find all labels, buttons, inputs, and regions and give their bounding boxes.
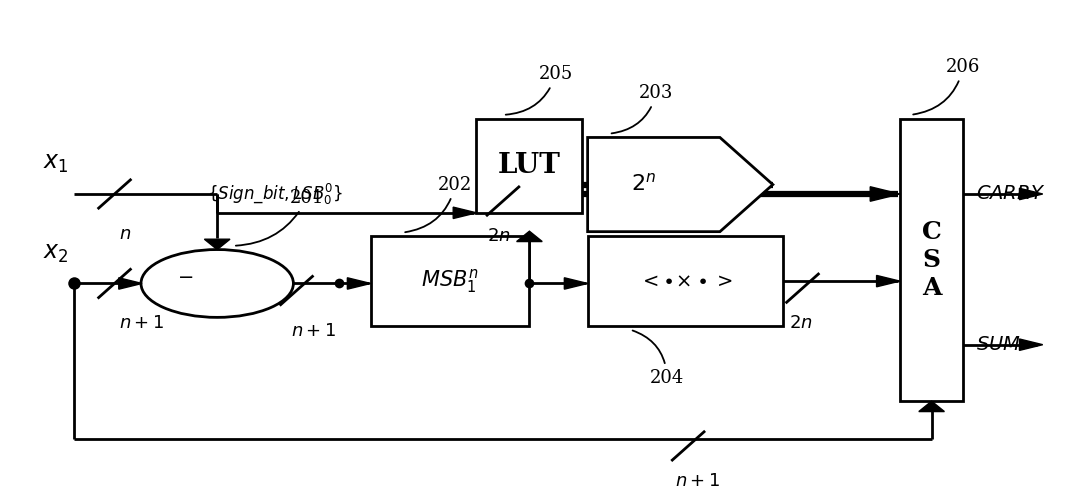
Text: 202: 202 — [405, 175, 472, 232]
Text: $-$: $-$ — [177, 268, 193, 286]
Text: $CARRY$: $CARRY$ — [976, 185, 1045, 203]
Text: $MSB_1^n$: $MSB_1^n$ — [421, 267, 478, 295]
Text: $n+1$: $n+1$ — [292, 322, 337, 340]
Bar — [588, 236, 783, 326]
Polygon shape — [454, 207, 476, 218]
Text: $n+1$: $n+1$ — [119, 315, 164, 333]
Polygon shape — [516, 231, 542, 241]
Text: $x_1$: $x_1$ — [42, 152, 68, 175]
Polygon shape — [348, 278, 370, 289]
Text: 203: 203 — [611, 84, 674, 133]
Text: 205: 205 — [505, 65, 573, 115]
Text: 206: 206 — [914, 58, 981, 114]
Text: $\{Sign\_bit, LSB_0^0\}$: $\{Sign\_bit, LSB_0^0\}$ — [206, 181, 342, 206]
Text: $2^n$: $2^n$ — [631, 173, 656, 195]
Bar — [370, 236, 529, 326]
Text: $n+1$: $n+1$ — [675, 472, 720, 490]
Circle shape — [141, 249, 294, 317]
Text: $n$: $n$ — [119, 225, 131, 243]
Text: $2n$: $2n$ — [487, 227, 511, 245]
Polygon shape — [119, 278, 143, 289]
Text: 201: 201 — [235, 189, 324, 245]
Text: 204: 204 — [633, 331, 684, 387]
Text: $2n$: $2n$ — [788, 315, 812, 333]
Polygon shape — [204, 239, 230, 249]
Polygon shape — [588, 137, 773, 231]
Polygon shape — [1020, 339, 1043, 350]
Text: $x_2$: $x_2$ — [42, 241, 68, 265]
Polygon shape — [1020, 188, 1043, 200]
Polygon shape — [877, 276, 900, 287]
Text: LUT: LUT — [498, 152, 561, 179]
Text: $SUM$: $SUM$ — [976, 336, 1021, 354]
Polygon shape — [870, 187, 900, 201]
Polygon shape — [919, 401, 944, 411]
Bar — [476, 119, 582, 213]
Text: $<\bullet\!\times\!\bullet>$: $<\bullet\!\times\!\bullet>$ — [638, 272, 732, 290]
Bar — [900, 119, 963, 401]
Text: C
S
A: C S A — [921, 220, 942, 300]
Polygon shape — [565, 278, 588, 289]
